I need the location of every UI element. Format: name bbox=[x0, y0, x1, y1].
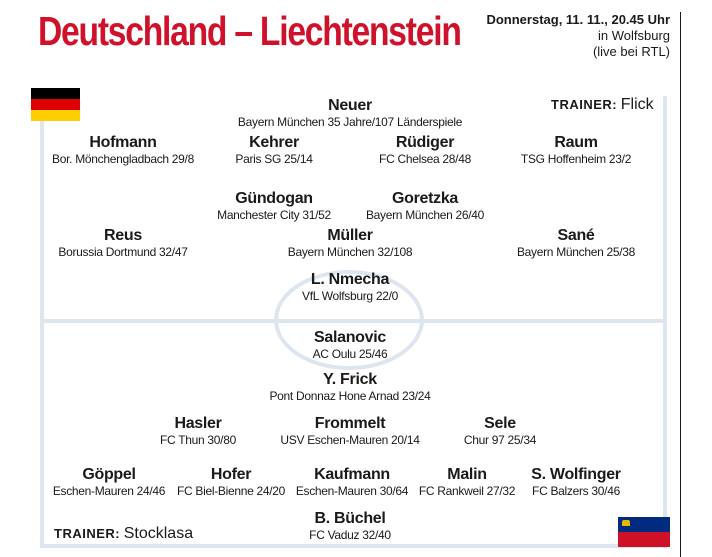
player-info: Chur 97 25/34 bbox=[463, 433, 537, 447]
player-name: Kaufmann bbox=[314, 466, 390, 483]
player-name: Salanovic bbox=[313, 329, 387, 346]
player-info: Paris SG 25/14 bbox=[235, 152, 313, 166]
player-info: Bor. Mönchengladbach 29/8 bbox=[52, 152, 194, 166]
player-name: Göppel bbox=[82, 466, 136, 483]
player-name: Hofmann bbox=[89, 134, 157, 151]
player-info: FC Balzers 30/46 bbox=[532, 484, 620, 498]
player-info: FC Chelsea 28/48 bbox=[379, 152, 471, 166]
player-liechtenstein: Hofer FC Biel-Bienne 24/20 bbox=[177, 465, 285, 498]
player-germany: Hofmann Bor. Mönchengladbach 29/8 bbox=[52, 133, 194, 166]
player-name: Goretzka bbox=[391, 190, 459, 207]
match-venue: in Wolfsburg bbox=[597, 28, 670, 43]
coach-label: TRAINER: bbox=[551, 97, 618, 112]
player-info: Bayern München 25/38 bbox=[516, 245, 636, 259]
player-germany: Rüdiger FC Chelsea 28/48 bbox=[379, 133, 471, 166]
player-liechtenstein: B. Büchel FC Vaduz 32/40 bbox=[309, 509, 391, 542]
match-info: Donnerstag, 11. 11., 20.45 Uhr in Wolfsb… bbox=[486, 12, 670, 60]
player-info: Bayern München 26/40 bbox=[365, 208, 485, 222]
player-info: Eschen-Mauren 24/46 bbox=[52, 484, 166, 498]
match-tv: (live bei RTL) bbox=[592, 44, 670, 59]
player-liechtenstein: Malin FC Rankweil 27/32 bbox=[418, 465, 516, 498]
player-name: Hofer bbox=[210, 466, 252, 483]
player-info: USV Eschen-Mauren 20/14 bbox=[280, 433, 420, 447]
player-info: Bayern München 35 Jahre/107 Länderspiele bbox=[237, 115, 463, 129]
player-liechtenstein: S. Wolfinger FC Balzers 30/46 bbox=[531, 465, 621, 498]
coach-name: Stocklasa bbox=[123, 525, 194, 542]
player-germany: Neuer Bayern München 35 Jahre/107 Länder… bbox=[238, 96, 462, 129]
player-info: VfL Wolfsburg 22/0 bbox=[302, 289, 398, 303]
player-liechtenstein: Salanovic AC Oulu 25/46 bbox=[313, 328, 388, 361]
player-name: Y. Frick bbox=[323, 371, 377, 388]
player-germany: Raum TSG Hoffenheim 23/2 bbox=[521, 133, 631, 166]
match-date: Donnerstag, 11. 11., 20.45 Uhr bbox=[486, 12, 670, 27]
player-germany: Goretzka Bayern München 26/40 bbox=[366, 189, 484, 222]
player-info: Pont Donnaz Hone Arnad 23/24 bbox=[269, 389, 431, 403]
player-info: FC Vaduz 32/40 bbox=[309, 528, 391, 542]
player-liechtenstein: Kaufmann Eschen-Mauren 30/64 bbox=[295, 465, 409, 498]
player-germany: Gündogan Manchester City 31/52 bbox=[217, 189, 331, 222]
coach-label: TRAINER: bbox=[54, 526, 121, 541]
player-liechtenstein: Göppel Eschen-Mauren 24/46 bbox=[52, 465, 166, 498]
player-name: Müller bbox=[327, 227, 373, 244]
player-germany: L. Nmecha VfL Wolfsburg 22/0 bbox=[302, 270, 398, 303]
player-name: Kehrer bbox=[249, 134, 299, 151]
player-info: AC Oulu 25/46 bbox=[312, 347, 388, 361]
player-info: Eschen-Mauren 30/64 bbox=[295, 484, 409, 498]
player-germany: Reus Borussia Dortmund 32/47 bbox=[58, 226, 187, 259]
player-name: Hasler bbox=[174, 415, 222, 432]
column-divider bbox=[680, 12, 681, 557]
player-info: TSG Hoffenheim 23/2 bbox=[520, 152, 632, 166]
player-name: Sané bbox=[557, 227, 595, 244]
player-name: Frommelt bbox=[314, 415, 386, 432]
player-liechtenstein: Sele Chur 97 25/34 bbox=[464, 414, 536, 447]
player-info: Borussia Dortmund 32/47 bbox=[58, 245, 188, 259]
player-liechtenstein: Hasler FC Thun 30/80 bbox=[160, 414, 236, 447]
player-name: B. Büchel bbox=[314, 510, 386, 527]
liechtenstein-flag-icon bbox=[618, 517, 670, 547]
player-info: FC Rankweil 27/32 bbox=[418, 484, 516, 498]
player-liechtenstein: Y. Frick Pont Donnaz Hone Arnad 23/24 bbox=[269, 370, 430, 403]
player-info: FC Biel-Bienne 24/20 bbox=[176, 484, 286, 498]
player-germany: Müller Bayern München 32/108 bbox=[287, 226, 413, 259]
player-name: Rüdiger bbox=[395, 134, 455, 151]
player-info: Bayern München 32/108 bbox=[287, 245, 413, 259]
germany-coach: TRAINER: Flick bbox=[551, 96, 654, 114]
player-name: Gündogan bbox=[235, 190, 313, 207]
player-info: Manchester City 31/52 bbox=[217, 208, 331, 222]
player-name: S. Wolfinger bbox=[531, 466, 621, 483]
player-info: FC Thun 30/80 bbox=[160, 433, 236, 447]
germany-flag-icon bbox=[31, 88, 80, 121]
player-name: Malin bbox=[447, 466, 487, 483]
crown-icon bbox=[622, 520, 630, 526]
player-name: Neuer bbox=[328, 97, 372, 114]
pitch-center-circle bbox=[274, 270, 424, 370]
player-name: Raum bbox=[554, 134, 598, 151]
coach-name: Flick bbox=[620, 96, 654, 113]
player-name: Reus bbox=[104, 227, 142, 244]
player-germany: Kehrer Paris SG 25/14 bbox=[235, 133, 312, 166]
liechtenstein-coach: TRAINER: Stocklasa bbox=[54, 525, 193, 543]
player-liechtenstein: Frommelt USV Eschen-Mauren 20/14 bbox=[280, 414, 419, 447]
player-name: L. Nmecha bbox=[310, 271, 390, 288]
player-name: Sele bbox=[484, 415, 516, 432]
player-germany: Sané Bayern München 25/38 bbox=[517, 226, 635, 259]
page-title: Deutschland – Liechtenstein bbox=[38, 8, 462, 54]
